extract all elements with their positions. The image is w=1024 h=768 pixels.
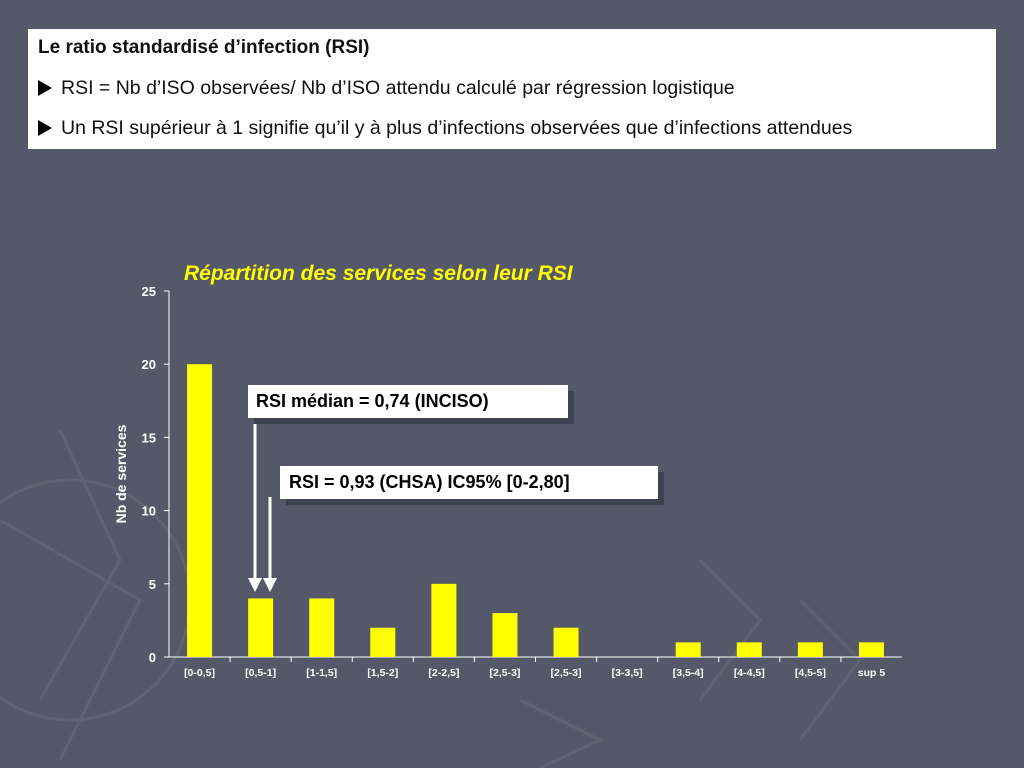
bar xyxy=(797,642,823,657)
callout-chsa: RSI = 0,93 (CHSA) IC95% [0-2,80] xyxy=(280,466,658,499)
bar xyxy=(736,642,762,657)
info-line-meaning-text: Un RSI supérieur à 1 signifie qu’il y à … xyxy=(61,117,853,139)
info-line-formula-text: RSI = Nb d’ISO observées/ Nb d’ISO atten… xyxy=(61,77,735,99)
bar xyxy=(858,642,884,657)
bar xyxy=(248,598,274,657)
x-tick-label: [1,5-2] xyxy=(367,667,398,679)
x-tick-label: sup 5 xyxy=(858,667,886,679)
arrow-chsa-head xyxy=(263,578,277,592)
x-tick-label: [0-0,5] xyxy=(184,667,215,679)
y-tick-label: 5 xyxy=(149,577,156,592)
info-line-formula: RSI = Nb d’ISO observées/ Nb d’ISO atten… xyxy=(38,77,986,99)
bar xyxy=(370,627,396,657)
x-tick-label: [2-2,5] xyxy=(428,667,459,679)
bar xyxy=(553,627,579,657)
y-tick-label: 10 xyxy=(142,504,156,519)
x-tick-label: [3-3,5] xyxy=(612,667,643,679)
x-tick-label: [3,5-4] xyxy=(673,667,704,679)
chart-title: Répartition des services selon leur RSI xyxy=(184,262,573,285)
info-line-meaning: Un RSI supérieur à 1 signifie qu’il y à … xyxy=(38,117,986,139)
callout-median: RSI médian = 0,74 (INCISO) xyxy=(248,385,568,418)
y-axis-label: Nb de services xyxy=(113,424,129,523)
info-box: Le ratio standardisé d’infection (RSI) R… xyxy=(28,29,996,149)
y-tick-label: 15 xyxy=(142,430,156,445)
y-tick-label: 0 xyxy=(149,650,156,665)
bar xyxy=(492,613,518,657)
bar xyxy=(675,642,701,657)
bar xyxy=(309,598,335,657)
arrow-median-head xyxy=(248,578,262,592)
y-tick-label: 20 xyxy=(142,357,156,372)
bullet-arrow-icon xyxy=(38,120,52,136)
x-tick-label: [2,5-3] xyxy=(489,667,520,679)
x-tick-label: [4-4,5] xyxy=(734,667,765,679)
info-title: Le ratio standardisé d’infection (RSI) xyxy=(38,37,370,58)
x-tick-label: [2,5-3] xyxy=(551,667,582,679)
bar xyxy=(187,364,213,657)
x-tick-label: [1-1,5] xyxy=(306,667,337,679)
bar xyxy=(431,583,457,657)
y-tick-label: 25 xyxy=(142,284,156,299)
bullet-arrow-icon xyxy=(38,80,52,96)
x-tick-label: [0,5-1] xyxy=(245,667,276,679)
x-tick-label: [4,5-5] xyxy=(795,667,826,679)
